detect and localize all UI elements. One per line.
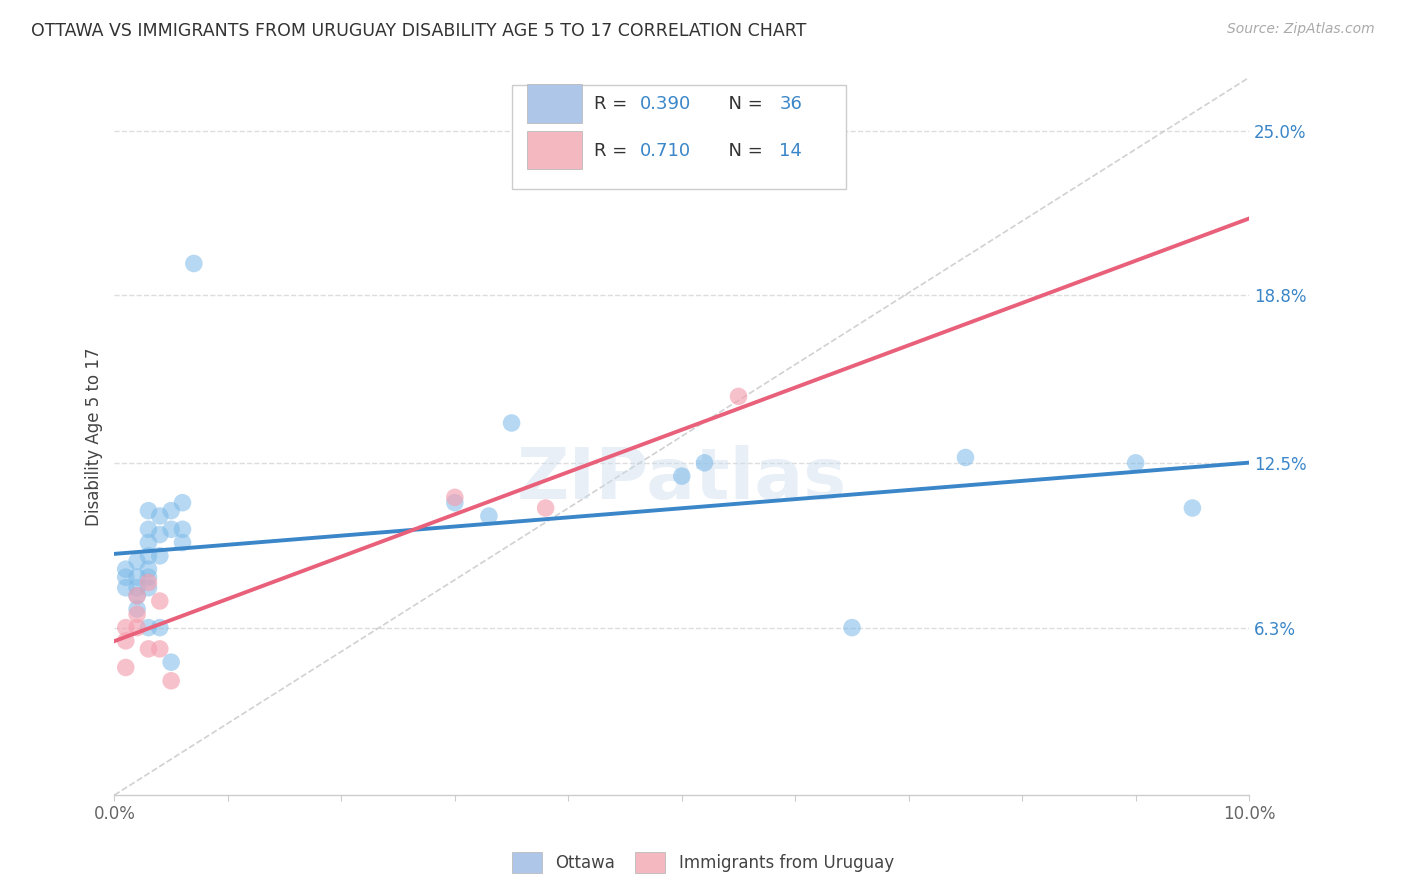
Point [127, 621, 149, 635]
Point [183, 256, 205, 270]
Point [127, 602, 149, 616]
Point [127, 589, 149, 603]
Point [138, 562, 160, 576]
Point [172, 522, 194, 536]
Y-axis label: Disability Age 5 to 17: Disability Age 5 to 17 [86, 347, 103, 525]
Point [727, 389, 749, 403]
Text: 14: 14 [779, 142, 803, 160]
FancyBboxPatch shape [527, 84, 582, 123]
Point [160, 655, 183, 669]
Point [478, 508, 501, 523]
Text: 36: 36 [779, 95, 803, 113]
Point [172, 496, 194, 510]
Point [114, 621, 136, 635]
Point [138, 641, 160, 656]
Point [127, 607, 149, 622]
Point [114, 570, 136, 584]
Point [138, 581, 160, 595]
Point [149, 508, 172, 523]
Point [149, 641, 172, 656]
Text: 0.390: 0.390 [640, 95, 690, 113]
Text: OTTAWA VS IMMIGRANTS FROM URUGUAY DISABILITY AGE 5 TO 17 CORRELATION CHART: OTTAWA VS IMMIGRANTS FROM URUGUAY DISABI… [31, 22, 806, 40]
Point [114, 581, 136, 595]
Point [443, 496, 465, 510]
Point [160, 522, 183, 536]
Point [114, 634, 136, 648]
Text: R =: R = [595, 95, 634, 113]
Text: Source: ZipAtlas.com: Source: ZipAtlas.com [1227, 22, 1375, 37]
Point [138, 549, 160, 563]
Point [138, 570, 160, 584]
Text: ZIPatlas: ZIPatlas [517, 445, 846, 514]
Point [114, 562, 136, 576]
Point [138, 575, 160, 590]
Point [693, 456, 716, 470]
Point [501, 416, 523, 430]
FancyBboxPatch shape [512, 85, 846, 189]
Text: N =: N = [717, 142, 769, 160]
Point [1125, 456, 1147, 470]
Point [149, 549, 172, 563]
Point [534, 501, 557, 516]
Point [955, 450, 977, 465]
Point [127, 570, 149, 584]
Text: 0.710: 0.710 [640, 142, 690, 160]
Point [138, 621, 160, 635]
Point [127, 581, 149, 595]
FancyBboxPatch shape [527, 130, 582, 169]
Point [172, 535, 194, 549]
Point [671, 469, 693, 483]
Point [149, 621, 172, 635]
Point [443, 491, 465, 505]
Point [127, 589, 149, 603]
Point [138, 535, 160, 549]
Text: R =: R = [595, 142, 634, 160]
Point [138, 504, 160, 518]
Point [114, 660, 136, 674]
Text: N =: N = [717, 95, 769, 113]
Point [160, 504, 183, 518]
Point [1181, 501, 1204, 516]
Point [841, 621, 863, 635]
Point [127, 554, 149, 568]
Point [160, 673, 183, 688]
Point [149, 594, 172, 608]
Point [149, 527, 172, 541]
Legend: Ottawa, Immigrants from Uruguay: Ottawa, Immigrants from Uruguay [506, 846, 900, 880]
Point [138, 522, 160, 536]
